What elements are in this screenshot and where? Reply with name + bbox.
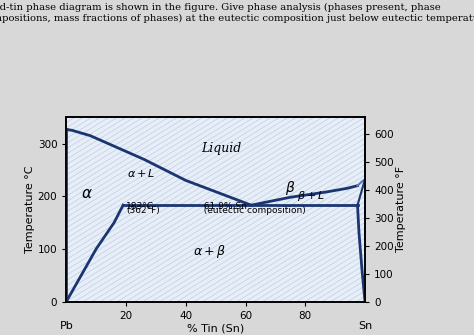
Text: Sn: Sn [358, 321, 372, 331]
X-axis label: % Tin (Sn): % Tin (Sn) [187, 323, 244, 333]
Text: Liquid: Liquid [201, 142, 242, 155]
Text: $\beta$: $\beta$ [285, 179, 296, 197]
Text: $\alpha + \beta$: $\alpha + \beta$ [193, 243, 226, 260]
Text: Lead-tin phase diagram is shown in the figure. Give phase analysis (phases prese: Lead-tin phase diagram is shown in the f… [0, 3, 474, 23]
Text: $\beta + L$: $\beta + L$ [297, 189, 325, 203]
Text: 183°C: 183°C [126, 202, 154, 211]
Y-axis label: Temperature °C: Temperature °C [25, 165, 35, 253]
Text: (362°F): (362°F) [126, 206, 160, 215]
Text: Pb: Pb [59, 321, 73, 331]
Y-axis label: Temperature °F: Temperature °F [396, 166, 406, 253]
Text: $\alpha + L$: $\alpha + L$ [127, 166, 155, 179]
Text: 61.9% Sn: 61.9% Sn [198, 202, 246, 211]
Text: (eutectic composition): (eutectic composition) [198, 206, 306, 215]
Text: $\alpha$: $\alpha$ [82, 186, 93, 201]
